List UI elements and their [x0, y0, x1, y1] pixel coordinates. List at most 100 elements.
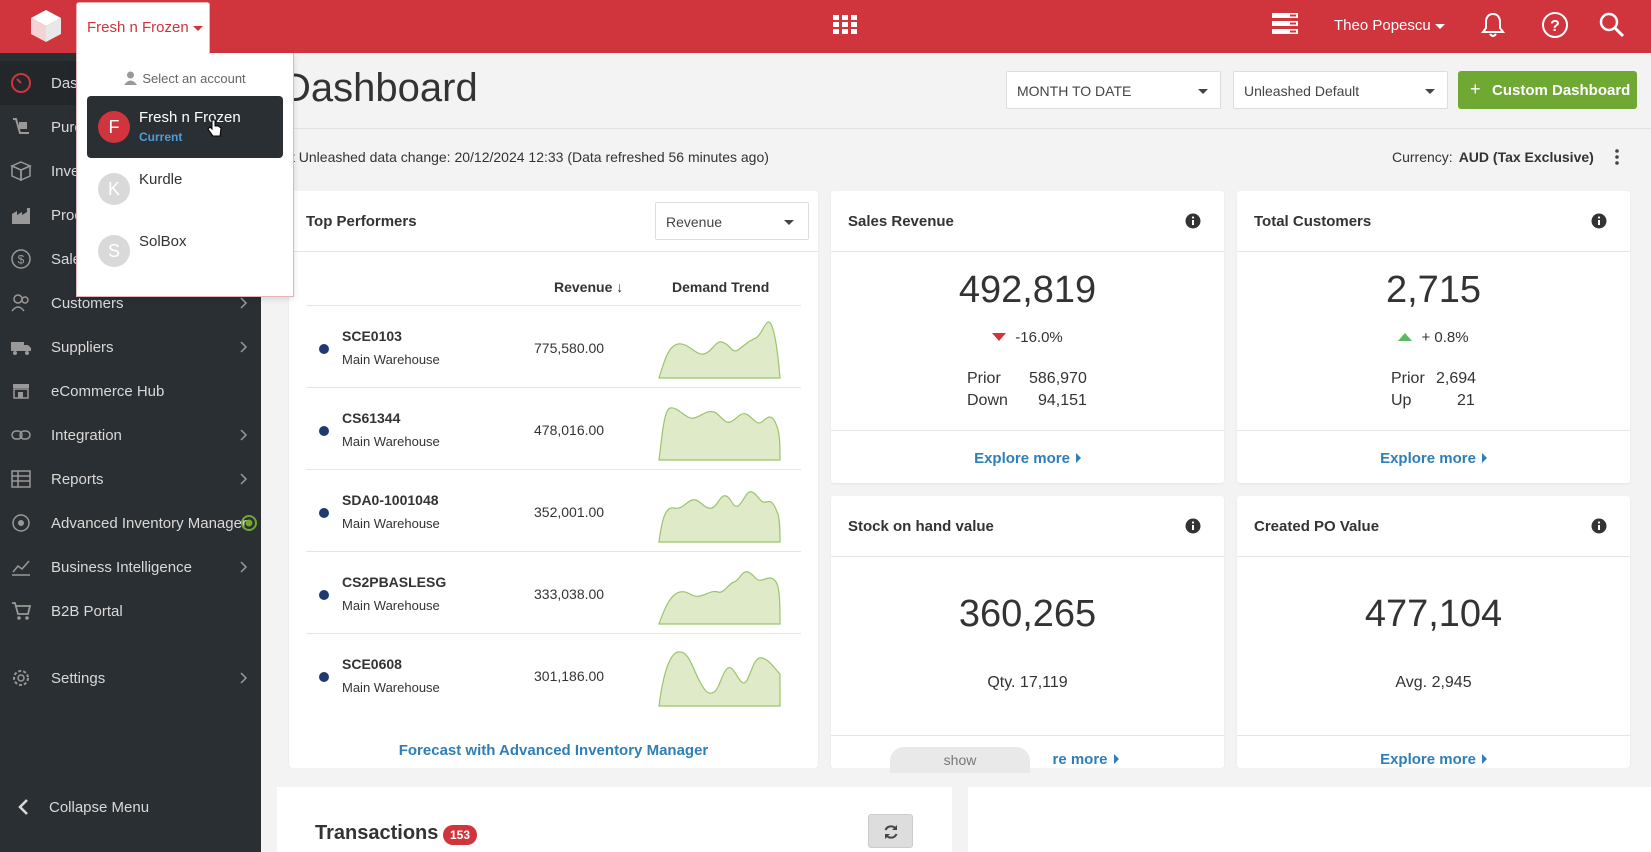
divider [1237, 251, 1630, 252]
forecast-aim-link[interactable]: Forecast with Advanced Inventory Manager [398, 742, 709, 759]
account-option-name: Kurdle [139, 171, 183, 188]
column-header-revenue[interactable]: Revenue ↓ [554, 279, 623, 295]
help-icon[interactable]: ? [1540, 10, 1570, 40]
card-title: Top Performers [306, 213, 417, 230]
account-dropdown: Select an account F Fresh n Frozen Curre… [76, 53, 294, 297]
prior-label: Prior [967, 370, 1001, 387]
explore-more-link[interactable]: Explore more [1237, 751, 1630, 768]
sidebar-item-business-intelligence[interactable]: Business Intelligence [0, 545, 261, 589]
period-select[interactable]: MONTH TO DATE [1006, 71, 1221, 109]
created-po-value: 477,104 [1364, 593, 1503, 635]
refresh-button[interactable] [868, 814, 913, 848]
sidebar-item-label: Integration [51, 427, 122, 444]
data-refresh-status: st Unleashed data change: 20/12/2024 12:… [284, 149, 769, 165]
bi-chart-icon [12, 560, 30, 576]
collapse-menu-button[interactable]: Collapse Menu [0, 785, 261, 829]
prior-label: Prior [1391, 370, 1425, 387]
account-option-fresh-n-frozen[interactable]: F Fresh n Frozen Current [87, 96, 283, 158]
account-selector[interactable]: Fresh n Frozen [76, 2, 210, 54]
revenue-value: 352,001.00 [534, 504, 605, 520]
divider [1237, 430, 1630, 431]
search-icon[interactable] [1597, 10, 1627, 40]
layout-select-value: Unleashed Default [1244, 83, 1360, 99]
explore-more-link[interactable]: re more [889, 751, 1282, 768]
sidebar-item-label: B2B Portal [51, 603, 123, 620]
info-icon[interactable] [1185, 518, 1201, 534]
table-row[interactable]: CS61344 Main Warehouse 478,016.00 [306, 387, 801, 469]
sidebar-item-b2b-portal[interactable]: B2B Portal [0, 589, 261, 633]
user-name: Theo Popescu [1334, 17, 1431, 34]
chevron-left-icon [18, 799, 28, 815]
stock-on-hand-value: 360,265 [958, 593, 1097, 635]
sidebar-item-label: Business Intelligence [51, 559, 192, 576]
product-code: CS2PBASLESG [342, 574, 447, 590]
status-dot [319, 344, 329, 354]
product-code: SCE0103 [342, 328, 402, 344]
divider [261, 128, 1651, 129]
total-customers-card: Total Customers 2,715 + 0.8% Prior 2,694… [1237, 191, 1630, 483]
column-header-demand-trend: Demand Trend [672, 279, 770, 295]
table-row[interactable]: SCE0103 Main Warehouse 775,580.00 [306, 305, 801, 387]
explore-more-link[interactable]: Explore more [1237, 450, 1630, 467]
sidebar-item-customers[interactable]: Customers [0, 281, 261, 325]
warehouse-name: Main Warehouse [342, 352, 440, 367]
avatar: F [98, 111, 130, 143]
created-po-card: Created PO Value 477,104 Avg. 2,945 Expl… [1237, 496, 1630, 768]
table-row[interactable]: SDA0-1001048 Main Warehouse 352,001.00 [306, 469, 801, 551]
sidebar-item-reports[interactable]: Reports [0, 457, 261, 501]
info-icon[interactable] [1591, 518, 1607, 534]
sidebar-item-label: eCommerce Hub [51, 383, 165, 400]
customers-people-icon [11, 294, 29, 312]
info-icon[interactable] [1185, 213, 1201, 229]
dashboard-gauge-icon [11, 73, 31, 93]
apps-grid-icon[interactable] [830, 12, 860, 38]
account-option-solbox[interactable]: S SolBox [87, 220, 283, 282]
chevron-down-icon [1425, 89, 1435, 94]
chevron-down-icon [1198, 89, 1208, 94]
aim-target-icon [12, 514, 30, 532]
sidebar-item-ecommerce-hub[interactable]: eCommerce Hub [0, 369, 261, 413]
chevron-right-icon [240, 429, 248, 441]
explore-more-link[interactable]: Explore more [831, 450, 1224, 467]
table-row[interactable]: SCE0608 Main Warehouse 301,186.00 [306, 633, 801, 715]
account-dropdown-header-text: Select an account [142, 71, 246, 86]
sidebar-item-label: Reports [51, 471, 104, 488]
currency-display: Currency: AUD (Tax Exclusive) [1392, 149, 1594, 165]
top-performers-metric-select[interactable]: Revenue [655, 202, 809, 240]
product-code: SDA0-1001048 [342, 492, 439, 508]
account-option-kurdle[interactable]: K Kurdle [87, 158, 283, 220]
dashboard-layout-select[interactable]: Unleashed Default [1233, 71, 1448, 109]
caret-right-icon [1113, 754, 1119, 764]
warehouse-name: Main Warehouse [342, 680, 440, 695]
card-title: Created PO Value [1254, 518, 1380, 535]
sidebar-item-suppliers[interactable]: Suppliers [0, 325, 261, 369]
explore-more-label: re more [1052, 751, 1108, 768]
user-menu[interactable]: Theo Popescu [1334, 17, 1445, 34]
warehouse-name: Main Warehouse [342, 434, 440, 449]
server-list-icon[interactable] [1270, 10, 1300, 36]
product-code: CS61344 [342, 410, 401, 426]
total-customers-change: + 0.8% [1237, 329, 1630, 346]
account-option-name: SolBox [139, 233, 187, 250]
sidebar-item-integration[interactable]: Integration [0, 413, 261, 457]
info-icon[interactable] [1591, 213, 1607, 229]
chevron-right-icon [240, 341, 248, 353]
currency-label: Currency: [1392, 149, 1453, 165]
warehouse-name: Main Warehouse [342, 516, 440, 531]
sidebar-item-advanced-inventory-manager[interactable]: Advanced Inventory Manager [0, 501, 261, 545]
purchases-trolley-icon [13, 118, 29, 134]
suppliers-truck-icon [11, 342, 31, 355]
more-options-icon[interactable] [1614, 148, 1620, 166]
transactions-count-badge: 153 [443, 825, 478, 845]
table-row[interactable]: CS2PBASLESG Main Warehouse 333,038.00 [306, 551, 801, 633]
bell-icon[interactable] [1478, 10, 1508, 40]
demand-trend-sparkline [658, 321, 781, 379]
sidebar-item-settings[interactable]: Settings [0, 656, 261, 700]
total-customers-value: 2,715 [1385, 269, 1482, 311]
custom-dashboard-button[interactable]: + Custom Dashboard [1458, 71, 1637, 109]
product-code: SCE0608 [342, 656, 402, 672]
explore-more-label: Explore more [974, 450, 1070, 467]
show-more-tab[interactable]: show [890, 747, 1030, 773]
sales-revenue-change: -16.0% [831, 329, 1224, 346]
unleashed-logo-icon[interactable] [28, 8, 64, 44]
